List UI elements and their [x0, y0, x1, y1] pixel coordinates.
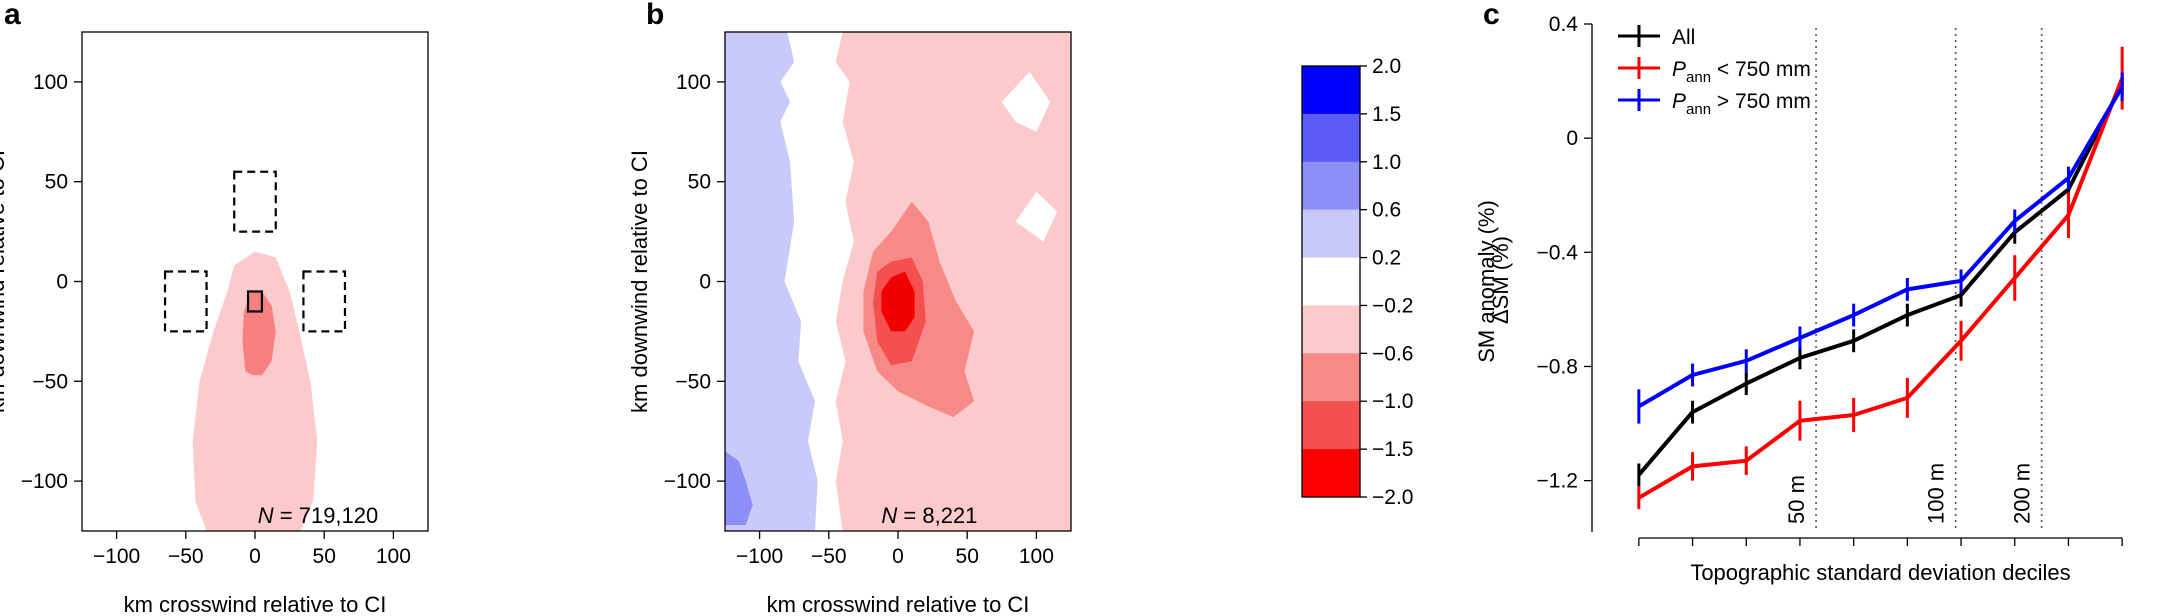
panel-c-ytick-label: 0 [1566, 127, 1578, 150]
panel-c-ytick-label: 0.4 [1549, 13, 1579, 36]
colorbar-tick-label: 2.0 [1372, 55, 1401, 78]
panel-a-control-box [302, 270, 347, 333]
panel-c-legend-label: Pann < 750 mm [1672, 58, 1811, 86]
pa-xtick-label: 100 [376, 545, 411, 568]
panel-a-n-annotation: N = 719,120 [258, 503, 379, 528]
panel-c-xlabel: Topographic standard deviation deciles [1690, 560, 2070, 585]
panel-b-n-symbol: N [881, 503, 897, 528]
panel-b-region-light-blue [725, 32, 818, 531]
pa-ytick-label: 0 [56, 271, 68, 294]
colorbar-tick-label: −1.0 [1372, 390, 1413, 413]
colorbar-segment [1302, 66, 1360, 115]
panel-b-n-value: = 8,221 [897, 503, 977, 528]
panel-c-legend: All Pann < 750 mm Pann > 750 mm [1618, 25, 1811, 118]
panel-b: b −100 −50 0 50 100 −100 −50 0 50 100 N = 8,221 k… [627, 0, 1499, 616]
pa-xtick-label: −100 [93, 545, 140, 568]
colorbar-segment [1302, 113, 1360, 163]
colorbar-segment [1302, 305, 1360, 354]
colorbar-segment [1302, 257, 1360, 306]
panel-a-xlabel: km crosswind relative to CI [124, 592, 387, 616]
panel-a-ylabel: km downwind relative to CI [0, 150, 9, 413]
panel-a-n-value: = 719,120 [274, 503, 379, 528]
panel-b-region-neutral-patch [1001, 71, 1051, 132]
colorbar-segment [1302, 449, 1360, 498]
pa-ytick-label: 50 [45, 171, 68, 194]
panel-a-ci-box [246, 290, 264, 313]
colorbar: 2.0 1.5 1.0 0.6 0.2 −0.2 −0.6 −1.0 −1.5 −2.0 [1301, 55, 1413, 509]
panel-b-label: b [646, 0, 664, 31]
panel-a: a −100 −50 0 50 100 −100 −50 0 50 100 N = 719,120… [0, 0, 429, 616]
colorbar-tick-label: 0.6 [1372, 199, 1401, 222]
panel-c-ylabel: ΔSM (%) [1488, 236, 1513, 324]
panel-c-threshold-label: 50 m [1784, 475, 1809, 524]
pa-xtick-label: 50 [313, 545, 336, 568]
panel-c-ytick-label: −1.2 [1537, 470, 1578, 493]
pb-xtick-label: −50 [811, 545, 847, 568]
pb-xtick-label: 50 [956, 545, 979, 568]
panel-b-ylabel: km downwind relative to CI [627, 150, 652, 413]
colorbar-tick-label: −1.5 [1372, 438, 1413, 461]
panel-c-ytick-label: −0.8 [1537, 355, 1578, 378]
colorbar-segment [1302, 401, 1360, 450]
colorbar-tick-label: 1.0 [1372, 151, 1401, 174]
pb-xtick-label: 0 [892, 545, 904, 568]
panel-c-threshold-label: 200 m [2010, 463, 2035, 524]
panel-c-series-line [1637, 85, 2124, 409]
pa-ytick-label: −50 [32, 370, 68, 393]
panel-a-control-box [163, 270, 208, 333]
colorbar-tick-label: −2.0 [1372, 486, 1413, 509]
panel-c-ytick-label: −0.4 [1537, 241, 1579, 264]
panel-b-region-deep-red [881, 271, 915, 332]
pa-ytick-label: −100 [21, 470, 68, 493]
pa-xtick-label: −50 [168, 545, 204, 568]
colorbar-frame [1301, 65, 1361, 498]
panel-b-xlabel: km crosswind relative to CI [767, 592, 1030, 616]
colorbar-segment [1302, 353, 1360, 402]
panel-b-region-neutral-patch [1015, 191, 1058, 242]
panel-b-region-neutral [780, 32, 854, 531]
pb-xtick-label: 100 [1019, 545, 1054, 568]
colorbar-tick-label: −0.2 [1372, 294, 1413, 317]
panel-b-region-light-red [835, 32, 1071, 531]
panel-a-anomaly-region-light [192, 251, 318, 531]
colorbar-tick-label: 1.5 [1372, 103, 1401, 126]
pb-ytick-label: 100 [676, 71, 711, 94]
panel-b-region-mid-blue [725, 451, 753, 525]
panel-a-control-box [233, 170, 277, 233]
pb-ytick-label: −100 [664, 470, 711, 493]
pb-ytick-label: −50 [675, 370, 711, 393]
panel-c-threshold-label: 100 m [1924, 463, 1949, 524]
panel-a-label: a [4, 0, 21, 31]
colorbar-segment [1302, 161, 1360, 211]
panel-b-n-annotation: N = 8,221 [881, 503, 977, 528]
colorbar-tick-label: 0.2 [1372, 247, 1401, 270]
panel-c: c 0.4 0 −0.4 −0.8 −1.2 50 m 100 m 200 m All Pan… [1483, 0, 2125, 585]
panel-c-legend-label: All [1672, 26, 1695, 49]
panel-c-legend-label: Pann > 750 mm [1672, 90, 1811, 118]
pb-xtick-label: −100 [736, 545, 783, 568]
pa-xtick-label: 0 [249, 545, 261, 568]
panel-c-label: c [1483, 0, 1500, 31]
pb-ytick-label: 50 [688, 171, 711, 194]
pa-ytick-label: 100 [33, 71, 68, 94]
panel-c-series-line [1637, 82, 2124, 477]
panel-c-series-line [1637, 77, 2125, 500]
panel-a-n-symbol: N [258, 503, 274, 528]
colorbar-segment [1302, 209, 1360, 259]
colorbar-label: SM anomaly (%) [1474, 200, 1499, 363]
colorbar-tick-label: −0.6 [1372, 342, 1413, 365]
pb-ytick-label: 0 [699, 271, 711, 294]
